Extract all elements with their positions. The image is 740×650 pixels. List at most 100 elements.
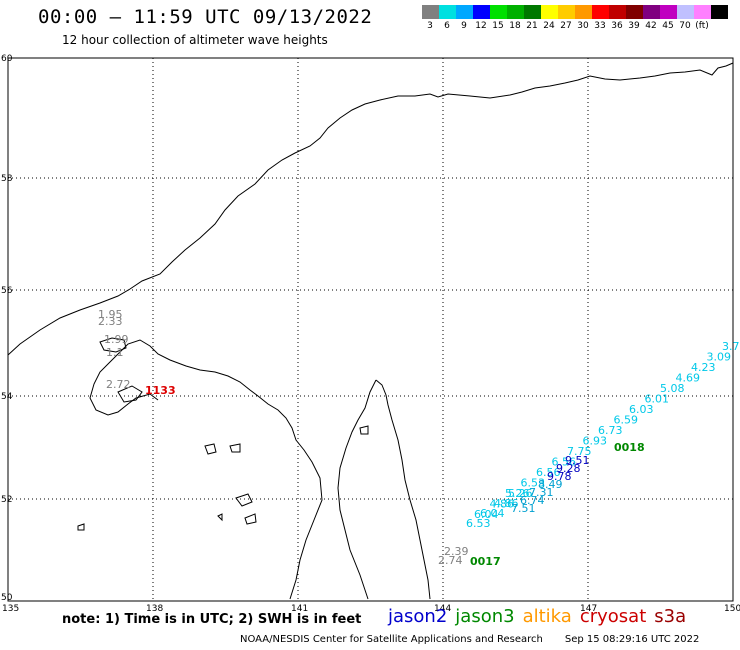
scale-label: 3	[427, 21, 433, 31]
scale-swatch-15	[677, 5, 694, 19]
scale-swatch-3	[473, 5, 490, 19]
island-2	[117, 385, 143, 403]
swh-label-cyan: 6.93	[583, 435, 608, 448]
coastline	[7, 62, 734, 600]
scale-swatch-6	[524, 5, 541, 19]
island-6	[244, 513, 257, 525]
lat-label: 58	[1, 174, 13, 184]
scale-label: 18	[509, 21, 521, 31]
time-label-cryosat: 1133	[145, 384, 176, 397]
lon-label: 138	[146, 604, 163, 614]
scale-label: 33	[594, 21, 606, 31]
island-7	[217, 513, 223, 522]
scale-swatch-7	[541, 5, 558, 19]
swh-label-cyan: 7.75	[567, 445, 592, 458]
chart-subtitle: 12 hour collection of altimeter wave hei…	[62, 33, 328, 47]
mission-cryosat: cryosat	[579, 606, 647, 627]
island-8	[359, 425, 369, 435]
lon-label: 147	[580, 604, 597, 614]
scale-label: 21	[526, 21, 538, 31]
island-5	[235, 493, 253, 507]
lat-label: 52	[1, 495, 12, 505]
map-frame	[7, 57, 734, 602]
scale-label: 36	[611, 21, 623, 31]
sakhalin-east	[375, 379, 431, 600]
swh-label-cyan: 6.53	[521, 477, 546, 490]
swh-label-cyan: 3.72	[722, 340, 740, 353]
footer-credit: NOAA/NESDIS Center for Satellite Applica…	[240, 634, 699, 645]
scale-swatch-12	[626, 5, 643, 19]
track-labels: 3.723.094.234.695.086.016.036.596.736.93…	[98, 308, 740, 568]
scale-swatch-5	[507, 5, 524, 19]
mission-jason3: jason3	[455, 606, 515, 627]
scale-swatch-17	[711, 5, 728, 19]
scale-label: (ft)	[695, 21, 709, 31]
mission-altika: altika	[522, 606, 572, 627]
island-1	[99, 337, 127, 353]
swh-label-cyan: 6.04	[480, 507, 505, 520]
swh-label-blue: 9.28	[556, 462, 581, 475]
sakhalin-west	[337, 379, 377, 600]
swh-label-cyan: 5.08	[660, 382, 685, 395]
swh-label-gray: 1.95	[98, 308, 123, 321]
lat-label: 54	[1, 392, 13, 402]
lat-label: 60	[1, 54, 13, 64]
time-label-jason3: 0017	[470, 555, 501, 568]
scale-swatch-8	[558, 5, 575, 19]
swh-label-gray: 2.39	[444, 545, 469, 558]
swh-label-cyan: 4.86	[490, 498, 515, 511]
swh-label-cyan: 6.01	[645, 393, 670, 406]
swh-label-cyan: 6.59	[614, 414, 639, 427]
scale-swatch-2	[456, 5, 473, 19]
north-coast	[7, 62, 734, 356]
scale-label: 42	[645, 21, 657, 31]
island-9	[77, 523, 85, 531]
scale-swatch-13	[643, 5, 660, 19]
swh-label-cyan: 4.86	[494, 497, 519, 510]
swh-label-cyan: 4.23	[691, 361, 716, 374]
lat-label: 50	[1, 593, 13, 603]
scale-swatch-14	[660, 5, 677, 19]
swh-label-cyan: 6.04	[474, 508, 499, 521]
scale-label: 15	[492, 21, 504, 31]
swh-label-cyan: 4.69	[676, 372, 701, 385]
swh-label-cyan: 6.56	[552, 456, 577, 469]
swh-label-cyan: 5.26	[508, 487, 533, 500]
timestamp: Sep 15 08:29:16 UTC 2022	[564, 634, 700, 645]
swh-label-blue: 6.74	[520, 494, 545, 507]
lon-label: 141	[291, 604, 308, 614]
swh-label-blue: 7.51	[511, 502, 536, 515]
swh-label-cyan: 6.56	[536, 466, 561, 479]
mission-legend: jason2 jason3 altika cryosat s3a	[388, 606, 694, 627]
scale-swatch-9	[575, 5, 592, 19]
swh-label-cyan: 6.03	[629, 403, 654, 416]
scale-label: 70	[679, 21, 691, 31]
scale-label: 45	[662, 21, 674, 31]
swh-label-blue: 9.51	[565, 454, 590, 467]
swh-label-gray: 2.33	[98, 315, 123, 328]
scale-swatch-16	[694, 5, 711, 19]
mission-s3a: s3a	[654, 606, 687, 627]
scale-label: 24	[543, 21, 555, 31]
island-4	[229, 443, 241, 453]
scale-swatch-1	[439, 5, 456, 19]
swh-label-cyan: 6.53	[466, 517, 491, 530]
swh-label-cyan: 6.73	[598, 424, 623, 437]
credit-text: NOAA/NESDIS Center for Satellite Applica…	[240, 634, 543, 645]
lon-label: 150	[724, 604, 740, 614]
swh-label-blue: 8.49	[538, 478, 563, 491]
scale-swatch-10	[592, 5, 609, 19]
lat-label: 56	[1, 286, 13, 296]
island-3	[204, 443, 217, 455]
lon-label: 135	[2, 604, 19, 614]
scale-label: 12	[475, 21, 487, 31]
chart-title: 00:00 – 11:59 UTC 09/13/2022	[38, 6, 373, 28]
scale-label: 6	[444, 21, 450, 31]
swh-label-gray: 1.1	[106, 346, 124, 359]
scale-label: 27	[560, 21, 572, 31]
mission-jason2: jason2	[388, 606, 448, 627]
swh-label-cyan: 5.26	[505, 487, 530, 500]
scale-swatch-11	[609, 5, 626, 19]
scale-swatch-4	[490, 5, 507, 19]
swh-label-cyan: 3.09	[707, 351, 732, 364]
